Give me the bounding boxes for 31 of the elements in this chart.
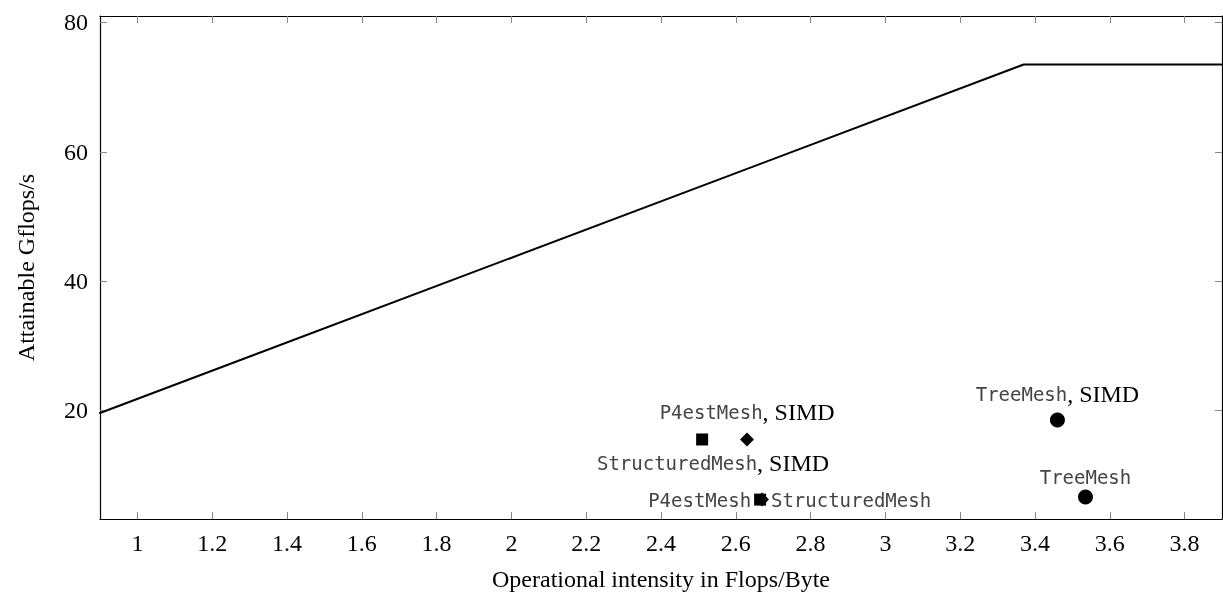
annotation: P4estMesh, SIMD (659, 399, 835, 426)
point (1078, 489, 1093, 505)
x-tick-label: 1.6 (346, 530, 377, 556)
x-tick-label: 1 (131, 530, 144, 556)
x-tick-label: 1.2 (197, 530, 228, 556)
x-tick-label: 3.2 (945, 530, 976, 556)
y-tick-label: 60 (64, 138, 88, 165)
y-tick-label: 80 (64, 9, 88, 36)
x-tick-label: 2.6 (720, 530, 751, 556)
annotation: TreeMesh (1039, 466, 1132, 489)
annotation: P4estMesh (648, 488, 752, 511)
x-axis-title: Operational intensity in Flops/Byte (492, 566, 830, 592)
point (696, 433, 709, 446)
x-tick-label: 3.4 (1020, 530, 1050, 556)
y-axis-title: Attainable Gflops/s (13, 173, 39, 362)
x-tick-label: 2.4 (646, 530, 676, 556)
annotation: StructuredMesh (770, 488, 932, 511)
y-tick-label: 20 (64, 397, 88, 424)
x-tick-label: 3.6 (1094, 530, 1125, 556)
x-tick-label: 2 (505, 530, 518, 556)
point (740, 432, 755, 447)
x-tick-label: 2.2 (571, 530, 602, 556)
x-tick-label: 1.8 (421, 530, 452, 556)
x-tick-label: 3 (879, 530, 892, 556)
y-tick-label: 40 (64, 268, 88, 295)
annotation: StructuredMesh, SIMD (596, 450, 830, 477)
x-tick-label: 2.8 (795, 530, 826, 556)
annotation: TreeMesh, SIMD (975, 381, 1140, 408)
x-tick-label: 1.4 (272, 530, 302, 556)
x-tick-label: 3.8 (1169, 530, 1200, 556)
point (1049, 412, 1065, 428)
